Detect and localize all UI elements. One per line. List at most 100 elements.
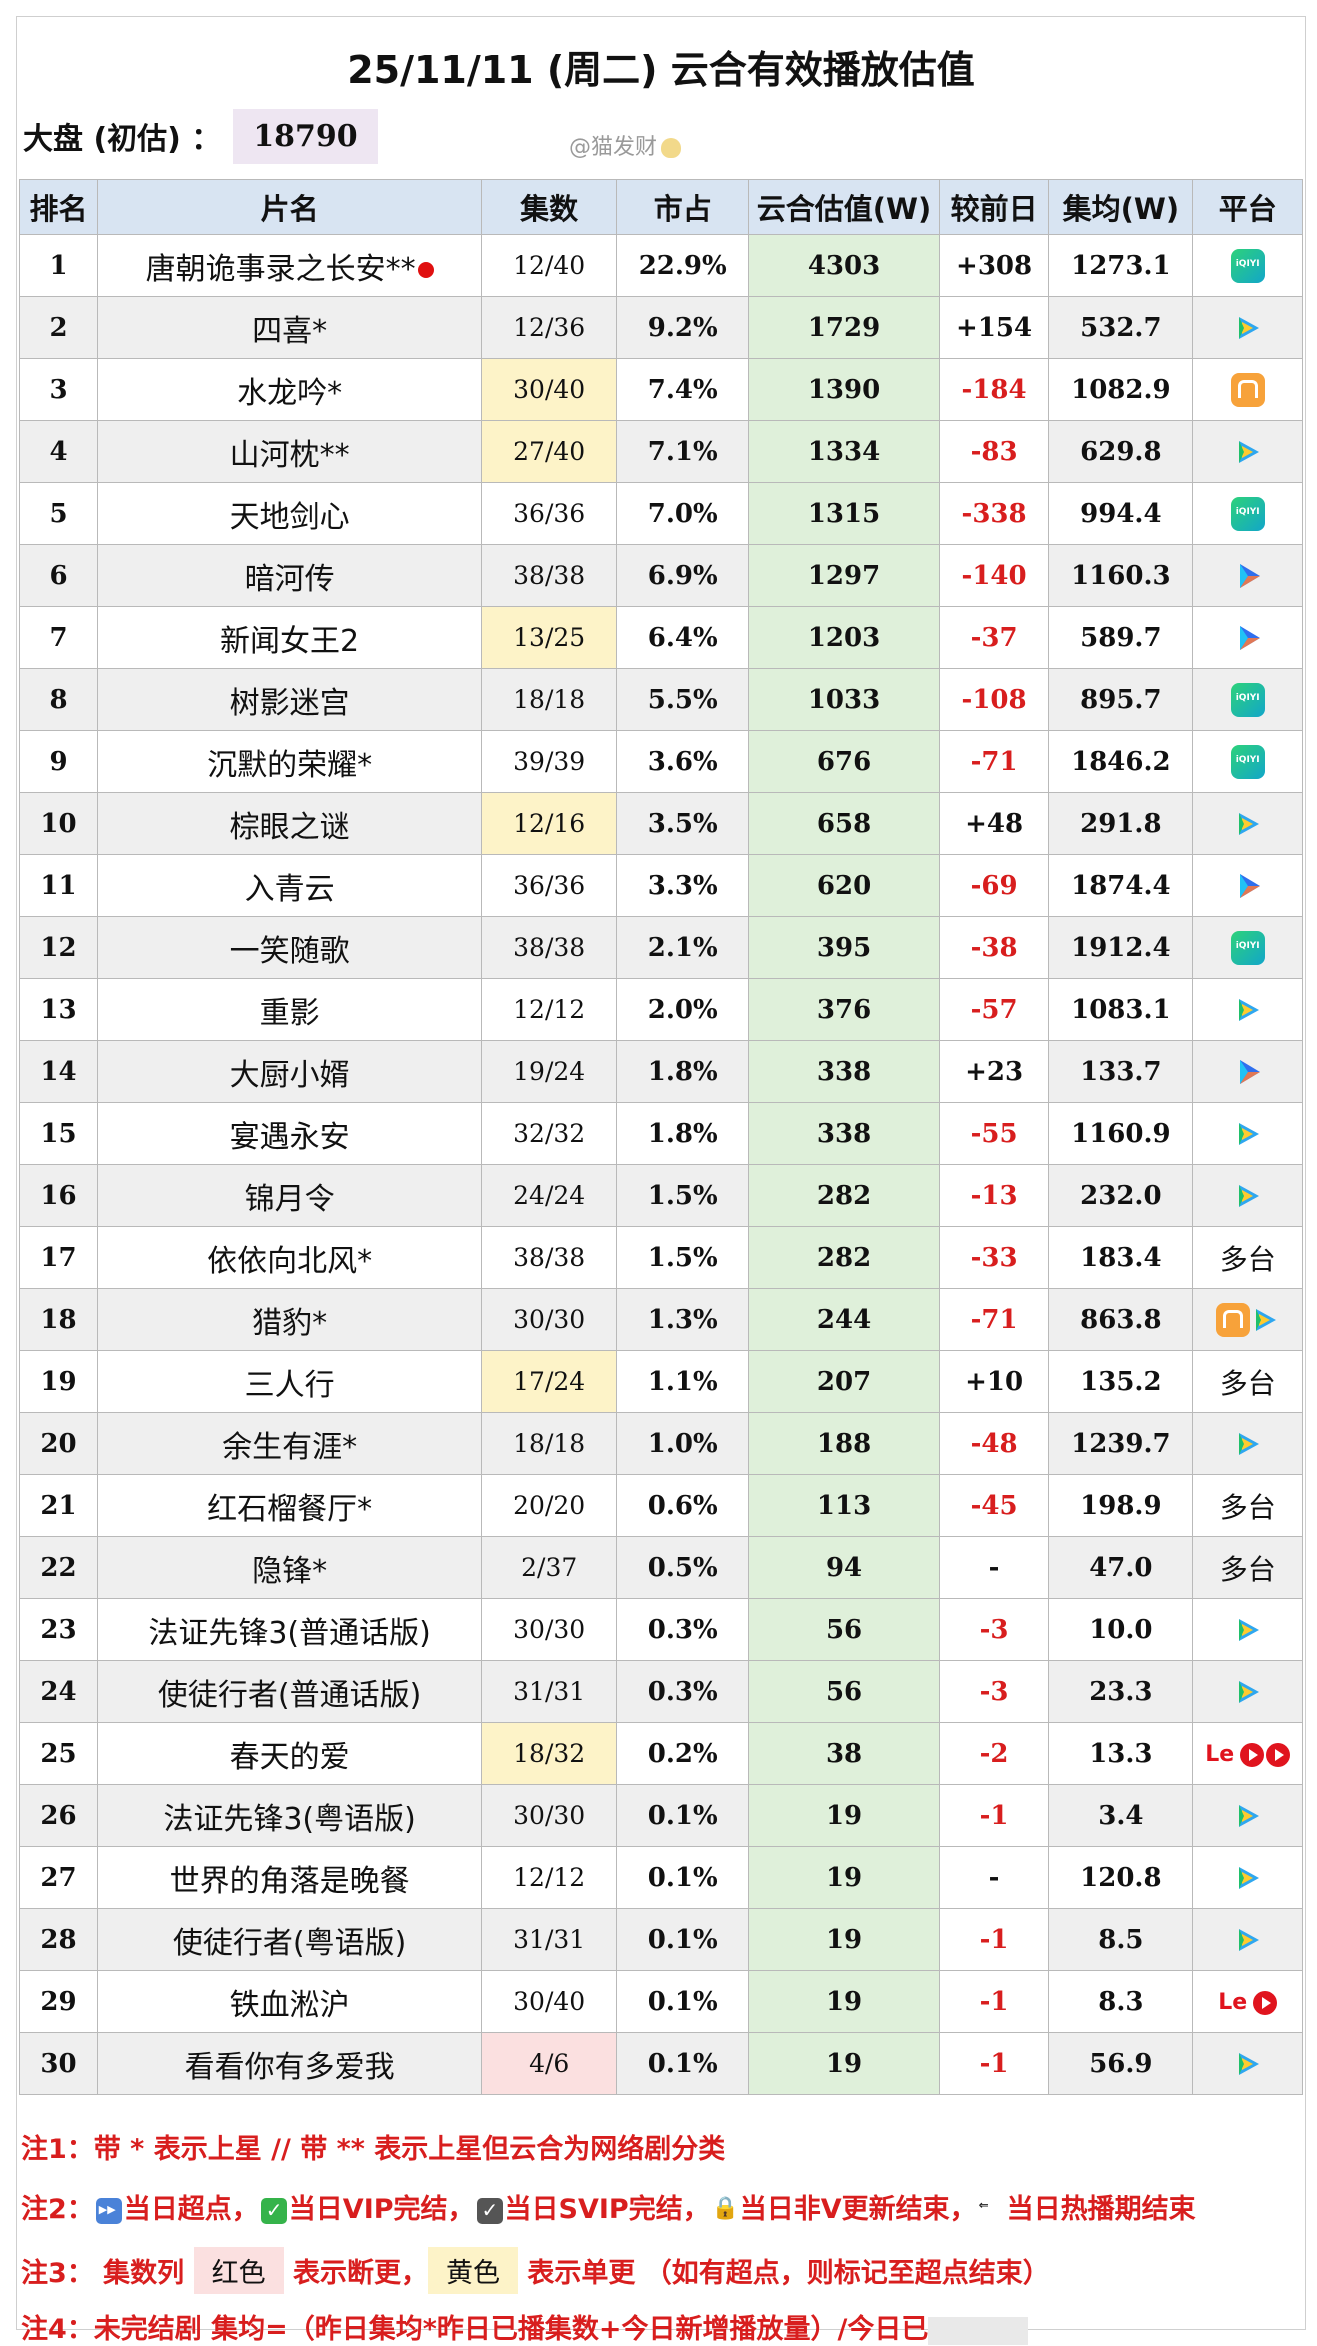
- cell-rank: 6: [18, 544, 99, 607]
- cell-title: 棕眼之谜: [97, 792, 483, 855]
- cell-episodes: 32/32: [481, 1102, 618, 1165]
- cell-average: 1912.4: [1048, 916, 1194, 979]
- title-text: 入青云: [244, 871, 335, 907]
- iqiyi-icon: [1230, 248, 1265, 283]
- cell-title: 依依向北风*: [97, 1226, 483, 1289]
- cell-rank: 29: [18, 1970, 99, 2033]
- cell-share: 7.1%: [616, 420, 750, 483]
- cell-episodes: 12/16: [481, 792, 618, 855]
- cell-estimate: 56: [748, 1660, 940, 1723]
- note-2-e: 当日热播期结束: [1006, 2194, 1196, 2225]
- cell-change: -83: [938, 420, 1050, 483]
- cell-estimate: 1297: [748, 544, 940, 607]
- cell-share: 1.3%: [616, 1288, 750, 1351]
- table-row: 9 沉默的荣耀* 39/39 3.6% 676 -71 1846.2: [18, 730, 1303, 793]
- col-header-share: 市占: [616, 179, 750, 235]
- title-text: 猎豹*: [252, 1305, 328, 1341]
- cell-change: -1: [938, 1784, 1050, 1847]
- table-row: 16 锦月令 24/24 1.5% 282 -13 232.0: [18, 1164, 1303, 1227]
- cell-rank: 22: [18, 1536, 99, 1599]
- cell-estimate: 19: [748, 1970, 940, 2033]
- cell-episodes: 30/40: [481, 358, 618, 421]
- cell-share: 22.9%: [616, 234, 750, 297]
- cell-rank: 1: [18, 234, 99, 297]
- table-row: 18 猎豹* 30/30 1.3% 244 -71 863.8: [18, 1288, 1303, 1351]
- note-2-a: 当日超点，: [123, 2194, 259, 2225]
- cell-episodes: 2/37: [481, 1536, 618, 1599]
- cell-average: 1239.7: [1048, 1412, 1194, 1475]
- cat-icon: [661, 138, 682, 158]
- title-text: 锦月令: [244, 1181, 335, 1217]
- title-text: 宴遇永安: [229, 1119, 350, 1155]
- cell-share: 0.3%: [616, 1660, 750, 1723]
- table-row: 6 暗河传 38/38 6.9% 1297 -140 1160.3: [18, 544, 1303, 607]
- cell-platform: 多台: [1192, 1536, 1303, 1599]
- note-4-text: 注4：未完结剧 集均=（昨日集均*昨日已播集数+今日新增播放量）/今日已: [21, 2314, 929, 2345]
- check-dark-icon: [476, 2197, 503, 2224]
- cell-share: 1.1%: [616, 1350, 750, 1413]
- cell-change: +23: [938, 1040, 1050, 1103]
- note-3-mid: 表示断更，: [283, 2258, 428, 2289]
- cell-platform: [1192, 978, 1303, 1041]
- cell-title: 余生有涯*: [97, 1412, 483, 1475]
- cell-change: -1: [938, 2032, 1050, 2095]
- table-row: 21 红石榴餐厅* 20/20 0.6% 113 -45 198.9 多台: [18, 1474, 1303, 1537]
- cell-platform: [1192, 1102, 1303, 1165]
- red-dot-icon: [417, 262, 434, 278]
- cell-change: -: [938, 1536, 1050, 1599]
- cell-average: 10.0: [1048, 1598, 1194, 1661]
- cell-episodes: 36/36: [481, 482, 618, 545]
- cell-share: 1.8%: [616, 1102, 750, 1165]
- title-text: 余生有涯*: [222, 1429, 358, 1465]
- cell-platform: [1192, 668, 1303, 731]
- cell-platform: [1192, 482, 1303, 545]
- table-row: 2 四喜* 12/36 9.2% 1729 +154 532.7: [18, 296, 1303, 359]
- end-arrow-icon: ⇐: [978, 2197, 989, 2212]
- cell-change: -71: [938, 1288, 1050, 1351]
- cell-episodes: 30/40: [481, 1970, 618, 2033]
- cell-platform: [1192, 358, 1303, 421]
- cell-average: 589.7: [1048, 606, 1194, 669]
- title-text: 水龙吟*: [237, 375, 343, 411]
- cell-episodes: 12/40: [481, 234, 618, 297]
- cell-title: 使徒行者(普通话版): [97, 1660, 483, 1723]
- col-header-episodes: 集数: [481, 179, 618, 235]
- tencent-video-icon: [1238, 1123, 1259, 1145]
- letv-icon: Le: [1218, 1990, 1248, 2015]
- note-2-b: 当日VIP完结，: [288, 2194, 475, 2225]
- cell-rank: 16: [18, 1164, 99, 1227]
- cell-platform: [1192, 1784, 1303, 1847]
- cell-estimate: 1334: [748, 420, 940, 483]
- cell-title: 红石榴餐厅*: [97, 1474, 483, 1537]
- cell-title: 隐锋*: [97, 1536, 483, 1599]
- cell-title: 水龙吟*: [97, 358, 483, 421]
- cell-change: -1: [938, 1970, 1050, 2033]
- cell-estimate: 1390: [748, 358, 940, 421]
- cell-rank: 10: [18, 792, 99, 855]
- cell-platform: Le: [1192, 1970, 1303, 2033]
- cell-estimate: 658: [748, 792, 940, 855]
- cell-platform: [1192, 2032, 1303, 2095]
- cell-share: 1.8%: [616, 1040, 750, 1103]
- yellow-swatch: 黄色: [428, 2247, 518, 2294]
- cell-episodes: 27/40: [481, 420, 618, 483]
- cell-title: 春天的爱: [97, 1722, 483, 1785]
- cell-rank: 12: [18, 916, 99, 979]
- cell-average: 1874.4: [1048, 854, 1194, 917]
- cell-title: 入青云: [97, 854, 483, 917]
- iqiyi-icon: [1230, 744, 1265, 779]
- tencent-video-icon: [1238, 317, 1259, 339]
- cell-change: -2: [938, 1722, 1050, 1785]
- table-row: 1 唐朝诡事录之长安** 12/40 22.9% 4303 +308 1273.1: [18, 234, 1303, 297]
- cell-platform: [1192, 1598, 1303, 1661]
- cell-platform: Le: [1192, 1722, 1303, 1785]
- cell-title: 新闻女王2: [97, 606, 483, 669]
- col-header-change: 较前日: [938, 179, 1050, 235]
- tencent-video-icon: [1238, 1681, 1259, 1703]
- title-text: 一笑随歌: [229, 933, 350, 969]
- cell-platform: [1192, 1164, 1303, 1227]
- col-header-average: 集均(W): [1048, 179, 1194, 235]
- note-3-tail: 表示单更 （如有超点，则标记至超点结束）: [518, 2258, 1050, 2289]
- cell-change: -69: [938, 854, 1050, 917]
- cell-estimate: 188: [748, 1412, 940, 1475]
